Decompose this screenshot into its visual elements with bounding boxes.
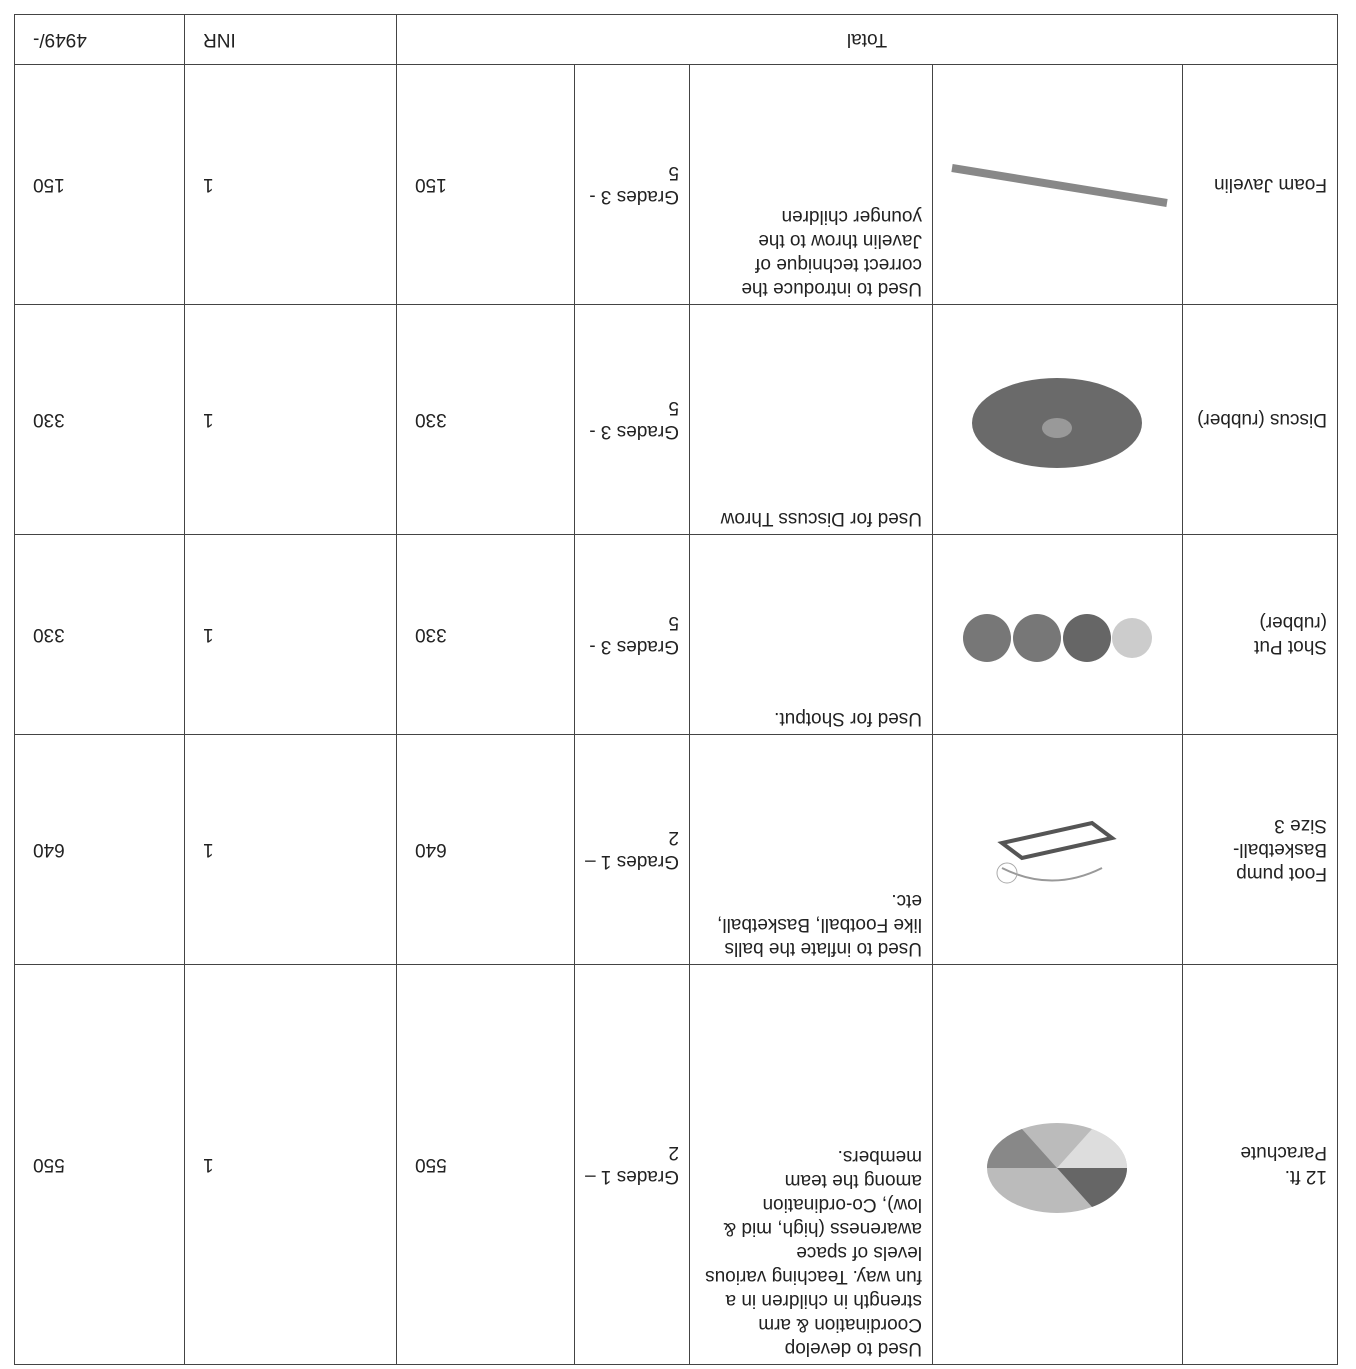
item-image: [932, 734, 1183, 965]
item-name: Foam Javelin: [1182, 64, 1338, 305]
item-row: Shot Put (rubber) Used for Shotput. Grades…: [14, 534, 1338, 735]
item-description: Used for Discuss Throw: [689, 304, 933, 535]
item-price: 330: [396, 534, 575, 735]
item-price: 550: [396, 964, 575, 1365]
item-qty: 1: [184, 304, 397, 535]
item-description: Used for Shotput.: [689, 534, 933, 735]
item-name: 12 ft. Parachute: [1182, 964, 1338, 1365]
item-row: Foot pump Basketball- Size 3 Used to infl…: [14, 734, 1338, 965]
item-qty: 1: [184, 534, 397, 735]
item-price: 640: [396, 734, 575, 965]
total-row: Total INR 4949/-: [14, 14, 1338, 65]
item-grades: Grades 1 – 2: [574, 734, 690, 965]
item-description: Used to inflate the balls like Football,…: [689, 734, 933, 965]
javelin-image: [951, 164, 1169, 207]
item-total: 330: [14, 304, 185, 535]
item-name: Foot pump Basketball- Size 3: [1182, 734, 1338, 965]
item-name: Shot Put (rubber): [1182, 534, 1338, 735]
total-label: Total: [396, 14, 1338, 65]
item-image: [932, 304, 1183, 535]
item-grades: Grades 1 – 2: [574, 964, 690, 1365]
item-grades: Grades 3 - 5: [574, 534, 690, 735]
item-description: Used to introduce the correct technique …: [689, 64, 933, 305]
item-grades: Grades 3 - 5: [574, 64, 690, 305]
item-total: 550: [14, 964, 185, 1365]
item-qty: 1: [184, 64, 397, 305]
item-name: Discus (rubber): [1182, 304, 1338, 535]
equipment-table: 12 ft. Parachute Used to develop Coordina…: [14, 14, 1338, 1365]
item-description: Used to develop Coordination & arm stren…: [689, 964, 933, 1365]
item-image: [932, 534, 1183, 735]
item-image: [932, 64, 1183, 305]
shotput-image: [963, 614, 1153, 662]
item-total: 150: [14, 64, 185, 305]
item-row: 12 ft. Parachute Used to develop Coordina…: [14, 964, 1338, 1365]
item-qty: 1: [184, 734, 397, 965]
item-row: Discus (rubber) Used for Discuss Throw Gra…: [14, 304, 1338, 535]
item-price: 330: [396, 304, 575, 535]
total-amount: 4949/-: [14, 14, 185, 65]
pump-image: [997, 820, 1118, 884]
item-total: 640: [14, 734, 185, 965]
item-total: 330: [14, 534, 185, 735]
discus-image: [972, 378, 1143, 468]
parachute-image: [987, 1123, 1128, 1213]
item-row: Foam Javelin Used to introduce the correc…: [14, 64, 1338, 305]
item-qty: 1: [184, 964, 397, 1365]
item-grades: Grades 3 - 5: [574, 304, 690, 535]
item-price: 150: [396, 64, 575, 305]
currency: INR: [184, 14, 397, 65]
item-image: [932, 964, 1183, 1365]
